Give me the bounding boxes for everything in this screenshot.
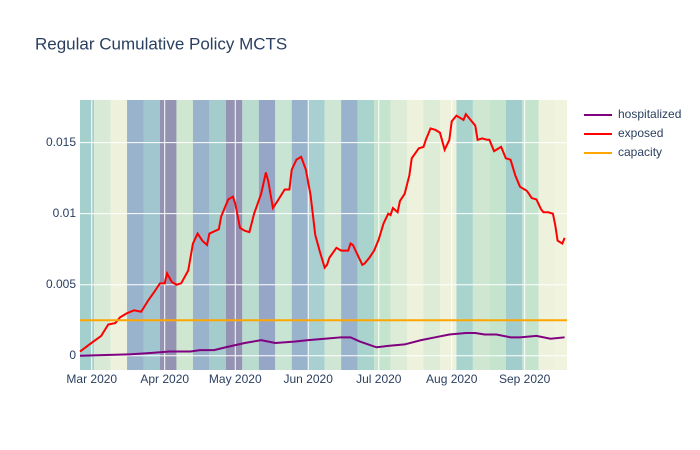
series-line — [79, 112, 566, 353]
policy-band — [407, 100, 424, 370]
policy-band — [143, 100, 160, 370]
x-tick-label: Jun 2020 — [284, 372, 334, 386]
policy-band — [242, 100, 259, 370]
x-tick-label: Apr 2020 — [140, 372, 189, 386]
policy-band — [192, 100, 210, 370]
y-tick-label: 0.015 — [46, 135, 76, 149]
policy-band — [374, 100, 391, 370]
policy-band — [209, 100, 226, 370]
policy-band — [275, 100, 292, 370]
legend-label[interactable]: hospitalized — [618, 107, 681, 121]
x-tick-label: May 2020 — [209, 372, 262, 386]
policy-band — [390, 100, 408, 370]
policy-band — [341, 100, 358, 370]
policy-band — [357, 100, 375, 370]
policy-band — [522, 100, 539, 370]
policy-band — [225, 100, 243, 370]
policy-band — [291, 100, 309, 370]
policy-band — [324, 100, 342, 370]
y-tick-label: 0.005 — [46, 277, 76, 291]
y-tick-label: 0.01 — [53, 206, 77, 220]
y-tick-label: 0 — [69, 348, 76, 362]
policy-band — [489, 100, 506, 370]
x-tick-label: Jul 2020 — [356, 372, 402, 386]
policy-band — [159, 100, 177, 370]
policy-band — [423, 100, 440, 370]
policy-band — [308, 100, 325, 370]
legend-label[interactable]: capacity — [618, 145, 662, 159]
policy-band — [80, 100, 95, 370]
policy-band — [555, 100, 567, 370]
policy-band — [472, 100, 490, 370]
policy-band — [538, 100, 556, 370]
policy-band — [94, 100, 111, 370]
policy-band — [258, 100, 276, 370]
policy-band — [110, 100, 128, 370]
policy-band — [176, 100, 193, 370]
x-tick-label: Aug 2020 — [426, 372, 478, 386]
policy-band — [439, 100, 457, 370]
policy-band — [456, 100, 473, 370]
policy-band — [505, 100, 523, 370]
chart-title: Regular Cumulative Policy MCTS — [35, 34, 287, 53]
policy-band — [127, 100, 144, 370]
x-tick-label: Sep 2020 — [499, 372, 551, 386]
series-line — [79, 332, 565, 357]
x-tick-label: Mar 2020 — [66, 372, 117, 386]
legend-label[interactable]: exposed — [618, 126, 663, 140]
